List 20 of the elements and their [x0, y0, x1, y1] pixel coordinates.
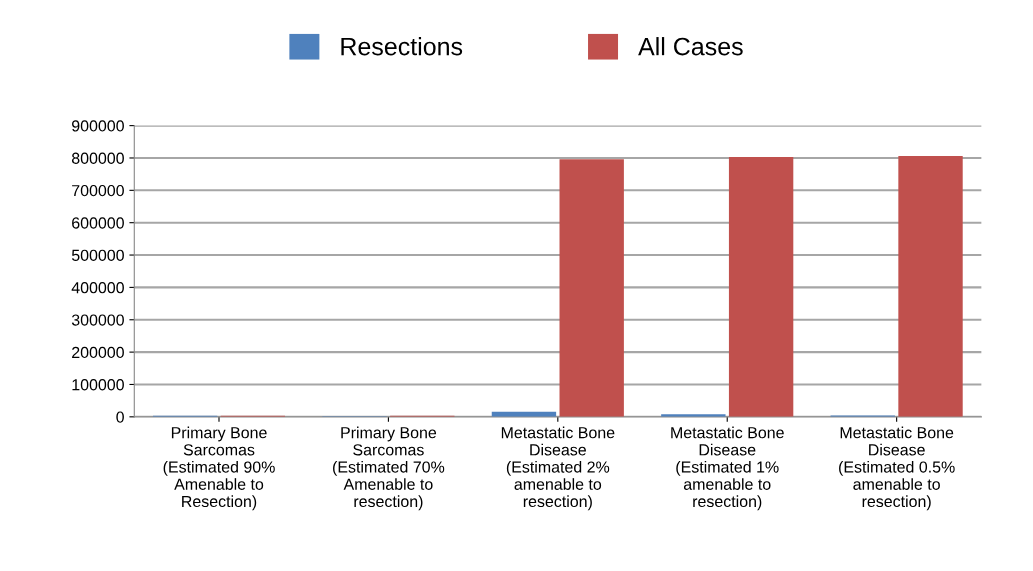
y-tick-label: 500000 — [71, 249, 124, 261]
y-tick-label: 700000 — [72, 184, 124, 197]
bar — [559, 159, 624, 417]
y-tick-label: 100000 — [72, 379, 124, 391]
y-tick-label: 0 — [116, 411, 124, 423]
x-tick-label: Primary Bone Sarcomas (Estimated 70% Amenable to resection) — [333, 426, 445, 511]
x-tick-label: Metastatic Bone Disease (Estimated 0.5% amenable to resection) — [839, 426, 955, 511]
x-tick-label: Metastatic Bone Disease (Estimated 1% amenable to resection) — [671, 426, 784, 511]
bar — [898, 156, 963, 417]
bar — [728, 157, 794, 417]
y-tick-label: 300000 — [71, 314, 124, 326]
y-tick-label: 600000 — [72, 217, 124, 229]
y-tick-label: 400000 — [71, 282, 124, 294]
y-tick-label: 800000 — [71, 152, 124, 164]
x-tick-label: Primary Bone Sarcomas (Estimated 90% Amenable to Resection) — [163, 426, 275, 511]
legend-label: All Cases — [638, 37, 743, 56]
y-tick-label: 200000 — [72, 346, 124, 359]
y-tick-label: 900000 — [72, 120, 124, 132]
x-tick-label: Metastatic Bone Disease (Estimated 2% amenable to resection) — [501, 426, 615, 511]
legend-label: Resections — [341, 37, 463, 56]
